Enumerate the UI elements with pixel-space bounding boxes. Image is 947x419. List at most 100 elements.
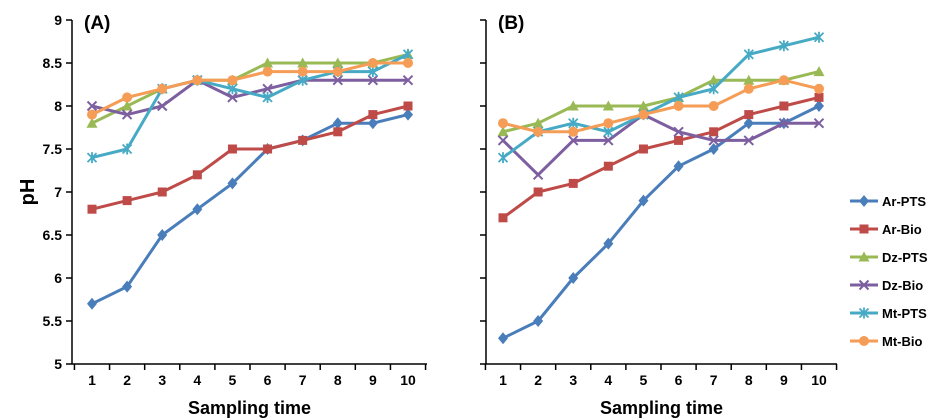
data-point — [87, 297, 97, 310]
data-point — [743, 74, 755, 85]
data-point — [779, 101, 789, 111]
data-point — [227, 177, 238, 190]
data-point — [332, 117, 343, 130]
data-point — [121, 109, 133, 120]
data-point — [498, 213, 508, 223]
data-point — [262, 91, 273, 103]
data-point — [86, 117, 98, 128]
data-point — [813, 31, 825, 43]
x-tick-label: 9 — [780, 372, 788, 388]
legend-label: Mt-PTS — [882, 306, 927, 321]
panel-label: (A) — [84, 13, 110, 34]
data-point — [637, 100, 649, 111]
x-tick-label: 6 — [675, 372, 683, 388]
data-point — [497, 152, 509, 164]
data-point — [122, 196, 132, 206]
legend-item: Ar-PTS — [850, 194, 926, 209]
data-point — [814, 83, 824, 94]
data-point — [368, 110, 378, 120]
y-tick-label: 5 — [54, 356, 62, 372]
legend-label: Ar-Bio — [882, 222, 922, 237]
data-point — [814, 100, 824, 112]
x-tick-label: 10 — [400, 372, 416, 388]
series-mt-pts — [86, 48, 414, 164]
data-point — [157, 100, 168, 112]
data-point — [568, 135, 579, 146]
legend-marker — [858, 251, 870, 262]
series-line — [91, 104, 409, 211]
data-point — [87, 109, 97, 120]
data-point — [157, 83, 168, 94]
x-tick-label: 7 — [710, 372, 718, 388]
data-point — [332, 57, 344, 68]
series-dz-pts — [86, 48, 414, 128]
data-point — [121, 100, 133, 111]
data-point — [778, 75, 789, 86]
legend-marker — [859, 195, 869, 207]
data-point — [813, 66, 825, 77]
x-tick-label: 4 — [604, 372, 612, 388]
data-point — [533, 315, 544, 327]
y-tick-label: 6.5 — [43, 227, 63, 243]
series-mt-bio — [498, 75, 824, 137]
legend-label: Ar-PTS — [882, 194, 926, 209]
data-point — [674, 135, 684, 145]
data-point — [227, 92, 238, 103]
panel-a: 5 5.5 6 6.5 7 7.5 8 8.5 9 1 2 3 4 5 6 7 8 9 10 Sampling tim… — [43, 12, 427, 418]
x-tick-label: 3 — [158, 372, 166, 388]
series-mt-bio — [87, 58, 413, 120]
x-axis-title: Sampling time — [188, 398, 311, 418]
legend-label: Dz-Bio — [882, 278, 923, 293]
series-line — [502, 70, 820, 134]
legend-marker — [859, 224, 869, 234]
data-point — [497, 135, 509, 146]
data-point — [262, 83, 273, 95]
data-point — [403, 108, 413, 121]
data-point — [157, 229, 168, 241]
data-point — [638, 144, 648, 154]
legend-item: Dz-Bio — [850, 278, 923, 293]
panel-label: (B) — [498, 13, 524, 34]
data-point — [568, 178, 578, 188]
legend: Ar-PTS Ar-Bio Dz-PTS Dz-Bio Mt-PTS Mt-Bio — [850, 194, 928, 349]
series-dz-bio — [86, 74, 414, 120]
data-point — [192, 203, 203, 216]
x-tick-label: 6 — [264, 372, 272, 388]
series-ar-pts — [498, 100, 824, 345]
data-point — [603, 135, 614, 146]
data-point — [367, 117, 378, 130]
data-point — [708, 101, 719, 111]
legend-marker — [858, 307, 870, 319]
data-point — [122, 92, 133, 103]
data-point — [298, 135, 308, 145]
data-point — [673, 160, 684, 173]
series-line — [502, 95, 820, 220]
legend-item: Mt-Bio — [850, 334, 922, 349]
data-point — [192, 170, 202, 180]
data-point — [87, 204, 97, 214]
x-tick-label: 5 — [229, 372, 237, 388]
legend-item: Mt-PTS — [850, 306, 927, 321]
data-point — [708, 143, 719, 155]
y-tick-label: 8 — [54, 98, 62, 114]
data-point — [227, 75, 238, 86]
legend-marker — [858, 279, 870, 291]
legend-item: Ar-Bio — [850, 222, 922, 237]
y-tick-label: 9 — [54, 12, 62, 28]
data-point — [227, 144, 237, 154]
series-line — [502, 104, 820, 340]
x-axis-title: Sampling time — [600, 398, 723, 418]
x-tick-label: 7 — [299, 372, 307, 388]
data-point — [498, 118, 508, 129]
data-point — [743, 117, 754, 130]
data-point — [778, 117, 790, 129]
data-point — [603, 161, 613, 171]
data-point — [263, 144, 273, 154]
data-point — [157, 187, 167, 197]
data-point — [708, 83, 719, 95]
data-point — [332, 74, 343, 86]
data-point — [262, 66, 273, 77]
series-line — [91, 53, 409, 160]
series-dz-bio — [497, 109, 825, 181]
data-point — [602, 100, 614, 111]
